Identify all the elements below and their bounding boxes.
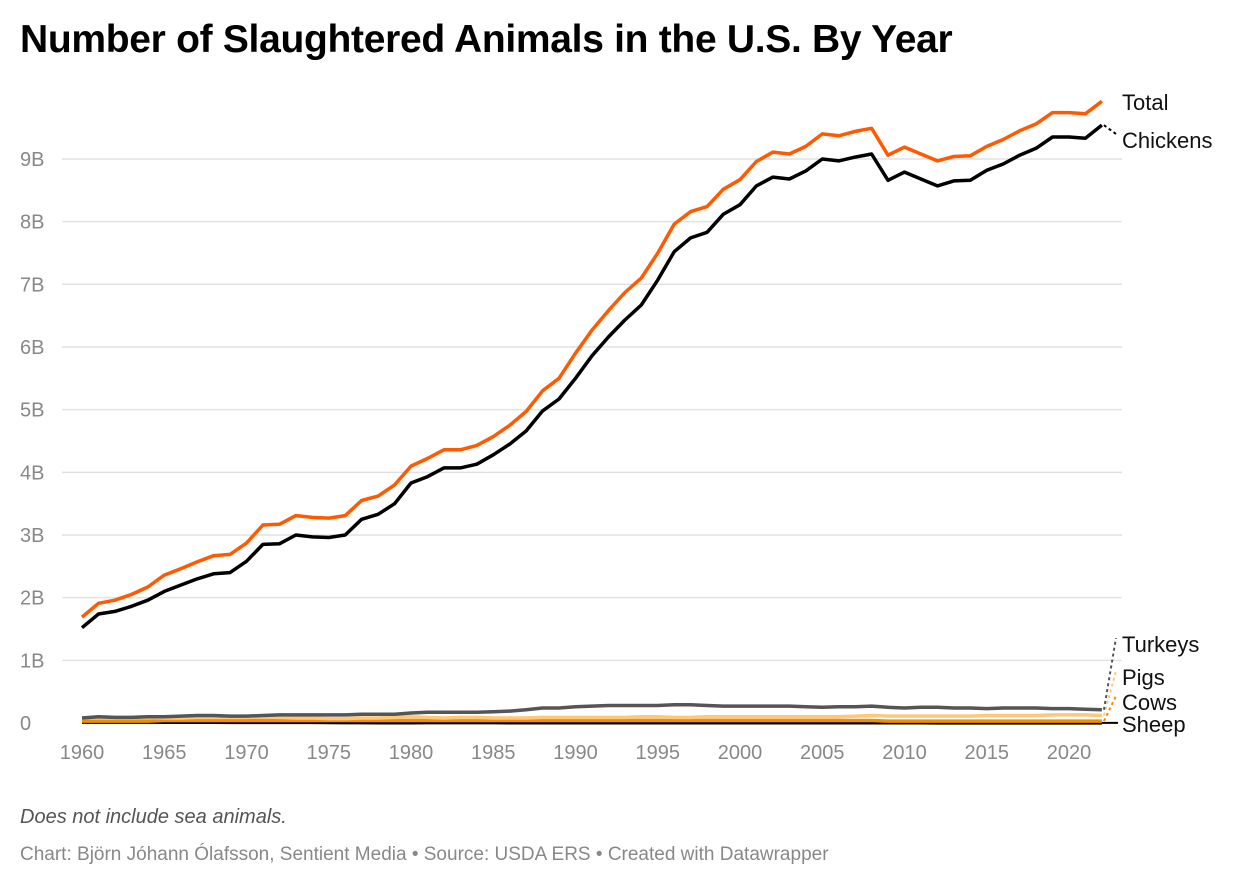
x-tick-label: 1990: [553, 742, 598, 764]
series-line-turkeys: [81, 703, 1102, 720]
x-tick-label: 2010: [882, 742, 927, 764]
y-tick-label: 9B: [20, 149, 44, 171]
series-line-sheep: [82, 720, 1102, 725]
label-leader-line: [1102, 695, 1117, 722]
y-tick-label: 6B: [20, 337, 44, 359]
line-chart: 0 1B 2B 3B 4B 5B 6B 7B 8B 9B 1960 1965 1970 1975 1980 1…: [20, 90, 1212, 764]
label-leader-line: [1102, 670, 1117, 716]
y-tick-label: 4B: [20, 462, 44, 484]
series-line-total: [80, 99, 1103, 619]
x-tick-label: 2005: [800, 742, 845, 764]
series-line-cows: [82, 718, 1102, 723]
series-label-turkeys: Turkeys: [1122, 632, 1199, 657]
x-tick-label: 1970: [224, 742, 269, 764]
y-tick-label: 2B: [20, 588, 44, 610]
y-tick-label: 1B: [20, 650, 44, 672]
chart-title: Number of Slaughtered Animals in the U.S…: [20, 18, 953, 61]
label-leader-line: [1103, 124, 1117, 135]
x-tick-label: 1985: [471, 742, 516, 764]
series-label-total: Total: [1122, 90, 1168, 115]
x-tick-label: 2020: [1047, 742, 1092, 764]
series-label-pigs: Pigs: [1122, 665, 1165, 690]
series-label-sheep: Sheep: [1122, 712, 1186, 737]
series-line-chickens: [80, 123, 1103, 630]
series-label-cows: Cows: [1122, 690, 1177, 715]
chart-note: Does not include sea animals.: [20, 806, 287, 828]
x-tick-label: 1980: [389, 742, 434, 764]
series-label-chickens: Chickens: [1122, 128, 1212, 153]
x-tick-label: 1975: [307, 742, 352, 764]
x-tick-label: 2000: [718, 742, 763, 764]
y-tick-label: 5B: [20, 400, 44, 422]
label-leader-line: [1102, 637, 1117, 711]
y-tick-label: 7B: [20, 274, 44, 296]
x-tick-label: 1995: [636, 742, 681, 764]
chart-credits: Chart: Björn Jóhann Ólafsson, Sentient M…: [20, 844, 829, 865]
x-tick-label: 1965: [142, 742, 187, 764]
y-tick-label: 3B: [20, 525, 44, 547]
x-tick-label: 1960: [60, 742, 105, 764]
y-tick-label: 0: [20, 713, 31, 735]
y-tick-label: 8B: [20, 212, 44, 234]
x-tick-label: 2015: [965, 742, 1010, 764]
